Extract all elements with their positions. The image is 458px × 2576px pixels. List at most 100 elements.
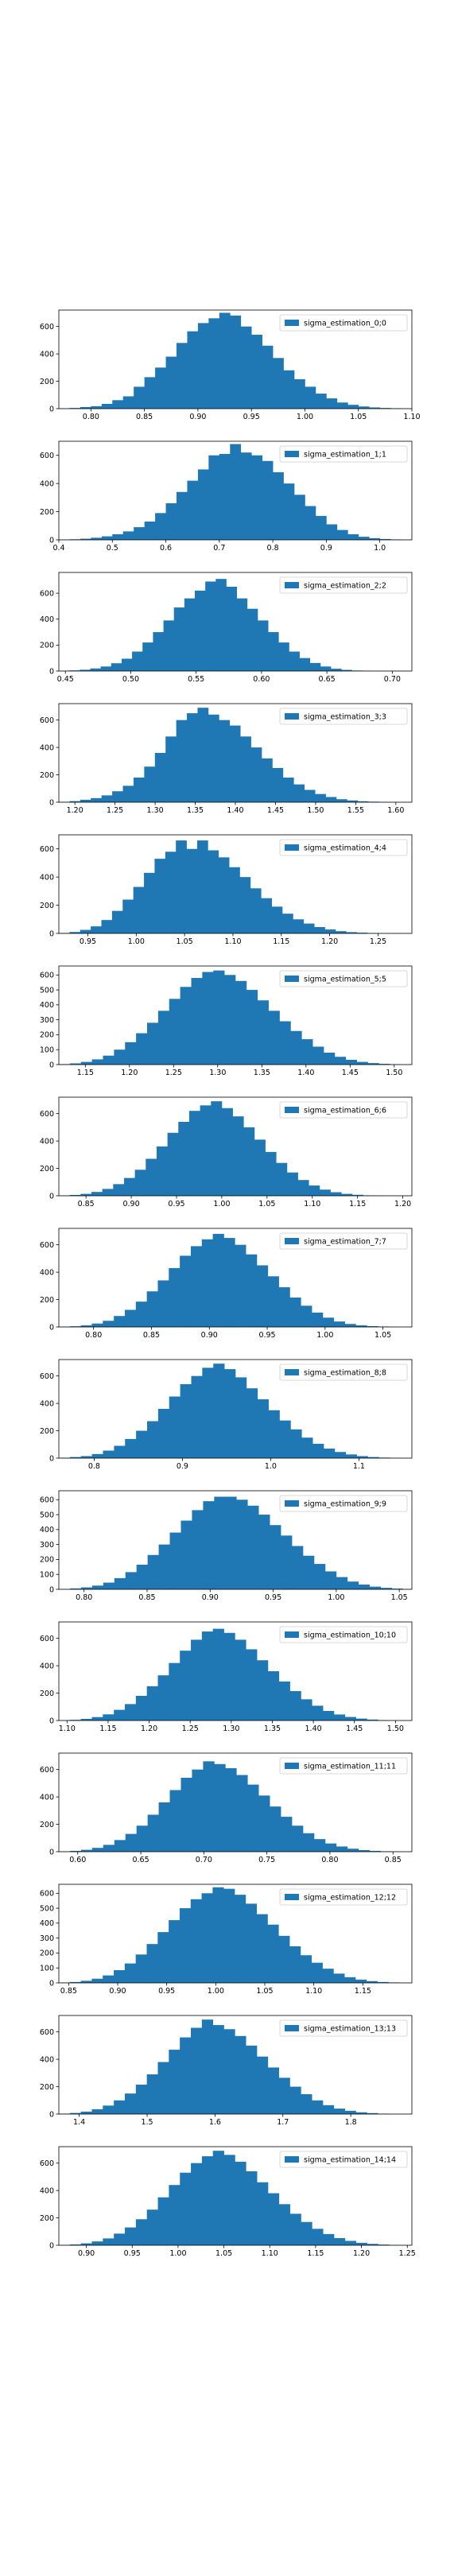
x-tick-label: 1.8 — [345, 2118, 357, 2127]
histogram-bar — [358, 537, 370, 540]
y-tick-label: 200 — [40, 902, 54, 910]
histogram-bar — [208, 318, 220, 409]
y-tick-label: 0 — [49, 1979, 54, 1988]
histogram-bar — [315, 793, 326, 802]
histogram-bar — [292, 1546, 304, 1589]
histogram-bar — [125, 1704, 137, 1721]
histogram-bar — [289, 1946, 301, 1983]
histogram-bar — [320, 666, 332, 671]
histogram-bar — [224, 1369, 236, 1458]
histogram-bar — [326, 398, 338, 409]
histogram-bar — [80, 2243, 92, 2245]
histogram-bar — [114, 1709, 126, 1721]
histogram-bar — [69, 670, 80, 671]
histogram-bar — [313, 1839, 326, 1852]
histogram-bar — [347, 405, 359, 409]
histogram-bar — [235, 1895, 246, 1983]
histogram-bar — [333, 2238, 346, 2245]
histogram-bar — [246, 2171, 258, 2245]
y-tick-label: 0 — [49, 1717, 54, 1725]
subplot-10: 1.10 1.15 1.20 1.25 1.30 1.35 1.40 1.45 1.50 0 200… — [40, 1621, 413, 1733]
legend-box — [279, 1364, 408, 1381]
x-tick-label: 0.85 — [385, 1856, 402, 1864]
y-tick-label: 400 — [40, 479, 54, 488]
y-tick-label: 400 — [40, 1268, 54, 1277]
histogram-bar — [355, 1979, 367, 1983]
y-tick-label: 0 — [49, 1585, 54, 1594]
y-tick-label: 400 — [40, 1399, 54, 1408]
histogram-bar — [201, 1631, 214, 1721]
histogram-bar — [196, 840, 208, 933]
x-tick-label: 0.80 — [76, 1593, 92, 1602]
x-tick-label: 0.80 — [85, 1331, 102, 1340]
histogram-bar — [289, 651, 300, 671]
histogram-bar — [80, 1587, 93, 1589]
histogram-bar — [336, 1577, 348, 1589]
histogram-bar — [380, 1588, 392, 1589]
y-tick-label: 0 — [49, 2241, 54, 2250]
legend-box — [279, 1101, 408, 1119]
legend-box — [279, 970, 408, 987]
axes-frame — [58, 2146, 413, 2246]
histogram-bar — [294, 378, 305, 409]
x-tick-label: 0.90 — [109, 1987, 126, 1996]
histogram-bar — [111, 910, 123, 933]
histogram-bar — [69, 1981, 81, 1983]
histogram-bar — [91, 1192, 103, 1196]
histogram-bar — [211, 1101, 223, 1196]
axes-frame — [58, 1228, 413, 1328]
histogram-bar — [226, 586, 237, 671]
x-tick-label: 1.00 — [128, 937, 145, 946]
x-tick-label: 0.5 — [107, 544, 118, 553]
histogram-bar — [197, 469, 209, 540]
histogram-bar — [124, 1963, 137, 1983]
histogram-bar — [91, 1585, 104, 1589]
histogram-bar — [278, 2204, 290, 2245]
histogram-bar — [378, 1064, 390, 1065]
histogram-bar — [379, 538, 391, 540]
histogram-bar — [202, 972, 214, 1065]
histogram-bar — [333, 1321, 345, 1327]
histogram-bar — [235, 1244, 246, 1327]
histogram-bar — [301, 1699, 312, 1721]
histogram-bar — [157, 1011, 170, 1065]
histogram-bar — [336, 1846, 348, 1852]
x-tick-label: 0.60 — [69, 1856, 86, 1864]
histogram-bar — [230, 315, 242, 409]
histogram-bar — [191, 1639, 203, 1721]
subplot-1: 0.4 0.5 0.6 0.7 0.8 0.9 1.0 0 200 400 600 sigma_est… — [40, 440, 413, 553]
histogram-bar — [323, 1710, 335, 1721]
y-tick-label: 600 — [40, 972, 54, 980]
x-tick-label: 0.95 — [80, 937, 96, 946]
y-tick-label: 400 — [40, 873, 54, 882]
histogram-bar — [91, 1453, 103, 1458]
histogram-bar — [69, 408, 81, 409]
y-tick-label: 600 — [40, 1890, 54, 1899]
histogram-bar — [336, 530, 348, 540]
legend-box — [279, 576, 408, 594]
histogram-bar — [334, 1452, 347, 1458]
histogram-bar — [262, 345, 274, 409]
legend-swatch — [285, 2156, 299, 2163]
histogram-bar — [113, 1184, 125, 1196]
legend-swatch — [285, 1500, 299, 1507]
x-tick-label: 1.40 — [305, 1724, 322, 1733]
subplot-12: 0.85 0.90 0.95 1.00 1.05 1.10 1.15 0 100 200 300 40… — [40, 1884, 413, 1996]
histogram-bar — [240, 452, 252, 540]
histogram-bar — [223, 1888, 235, 1983]
histogram-bar — [322, 1969, 334, 1983]
histogram-bar — [102, 1189, 114, 1196]
y-tick-label: 600 — [40, 1241, 54, 1250]
histogram-bar — [246, 608, 258, 671]
histogram-bar — [165, 356, 177, 409]
x-tick-label: 0.90 — [201, 1331, 218, 1340]
x-tick-label: 1.15 — [307, 2249, 324, 2258]
histogram-bar — [302, 1833, 315, 1852]
histogram-bar — [121, 658, 133, 671]
x-tick-label: 0.85 — [138, 1593, 155, 1602]
histogram-bar — [180, 2172, 192, 2245]
histogram-bar — [176, 720, 188, 802]
x-tick-label: 1.25 — [370, 937, 386, 946]
histogram-bar — [367, 1325, 378, 1327]
y-tick-label: 200 — [40, 1031, 54, 1040]
